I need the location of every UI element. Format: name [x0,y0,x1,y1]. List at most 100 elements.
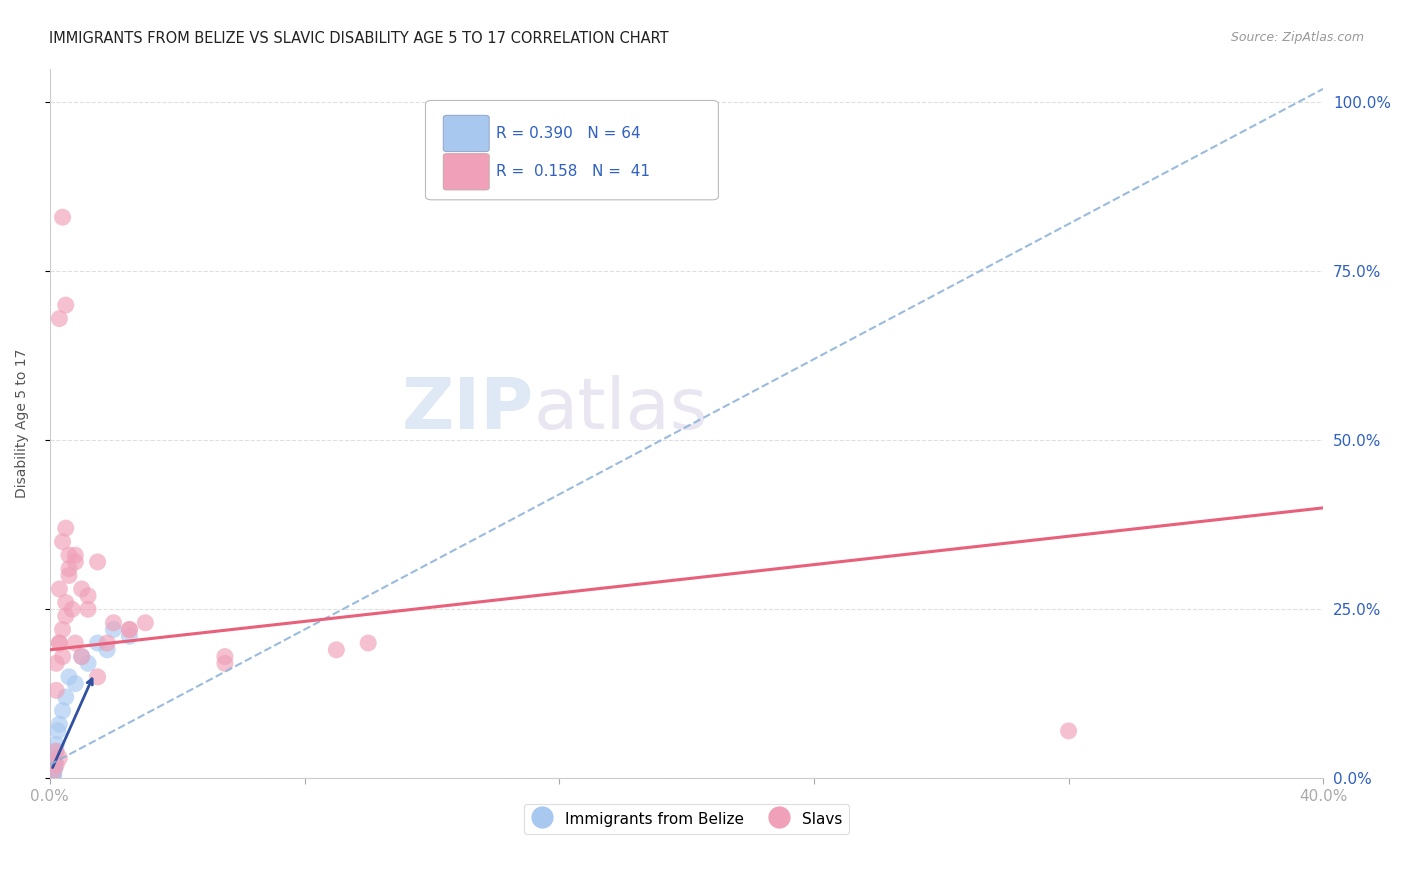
Point [41,757,63,772]
Point [55,690,77,705]
Legend: Immigrants from Belize, Slavs: Immigrants from Belize, Slavs [524,804,849,834]
Point [41,755,63,769]
Point [58,548,80,562]
Point [60,602,83,616]
Point [45,738,67,752]
Point [214,657,236,671]
Point [41,764,63,779]
Point [41,768,63,782]
Point [39,768,62,782]
Point [42,768,65,782]
Point [44,757,66,772]
Point [48,717,70,731]
Point [46,723,69,738]
Point [41,764,63,779]
Point [118,629,141,643]
Point [77,657,100,671]
Y-axis label: Disability Age 5 to 17: Disability Age 5 to 17 [15,349,30,498]
Point [70,649,93,664]
Point [42,757,65,772]
Point [41,761,63,775]
Point [55,298,77,312]
Text: R =  0.158   N =  41: R = 0.158 N = 41 [495,164,650,179]
Point [41,755,63,769]
Text: R = 0.390   N = 64: R = 0.390 N = 64 [495,126,640,141]
Point [41,755,63,769]
Point [48,636,70,650]
Point [41,764,63,779]
Point [39,768,62,782]
Point [52,649,75,664]
Point [39,757,62,772]
Point [41,764,63,779]
Point [41,755,63,769]
Point [41,768,63,782]
Point [41,764,63,779]
Point [39,768,62,782]
Point [42,757,65,772]
Point [65,676,87,690]
Point [70,582,93,596]
Point [58,568,80,582]
Text: atlas: atlas [534,375,709,443]
FancyBboxPatch shape [443,153,489,190]
Point [103,623,125,637]
Point [48,636,70,650]
Point [86,555,108,569]
Point [42,761,65,775]
Point [58,562,80,576]
Point [77,602,100,616]
Point [41,755,63,769]
Point [42,764,65,779]
Point [39,761,62,775]
Point [44,761,66,775]
Point [44,755,66,769]
Point [118,623,141,637]
Point [1057,723,1080,738]
Point [45,683,67,698]
Point [39,757,62,772]
FancyBboxPatch shape [426,101,718,200]
Point [103,615,125,630]
Point [45,657,67,671]
Point [44,761,66,775]
Point [214,649,236,664]
Point [41,757,63,772]
Point [357,636,380,650]
Point [45,744,67,758]
Point [42,764,65,779]
Point [41,761,63,775]
Point [55,521,77,535]
Point [96,636,118,650]
Text: IMMIGRANTS FROM BELIZE VS SLAVIC DISABILITY AGE 5 TO 17 CORRELATION CHART: IMMIGRANTS FROM BELIZE VS SLAVIC DISABIL… [49,31,669,46]
Point [45,757,67,772]
Point [45,744,67,758]
Point [42,768,65,782]
Point [41,761,63,775]
Point [41,764,63,779]
Point [42,757,65,772]
Point [96,642,118,657]
Point [41,761,63,775]
Point [42,764,65,779]
Point [52,211,75,225]
Point [77,589,100,603]
Point [55,609,77,624]
Text: Source: ZipAtlas.com: Source: ZipAtlas.com [1230,31,1364,45]
Point [44,761,66,775]
Point [65,636,87,650]
Point [48,582,70,596]
Point [65,555,87,569]
Point [65,548,87,562]
Point [39,764,62,779]
Point [41,764,63,779]
Point [42,751,65,765]
Point [41,764,63,779]
Point [48,311,70,326]
Point [39,757,62,772]
Point [39,761,62,775]
FancyBboxPatch shape [443,115,489,152]
Point [58,670,80,684]
Text: ZIP: ZIP [402,375,534,443]
Point [42,764,65,779]
